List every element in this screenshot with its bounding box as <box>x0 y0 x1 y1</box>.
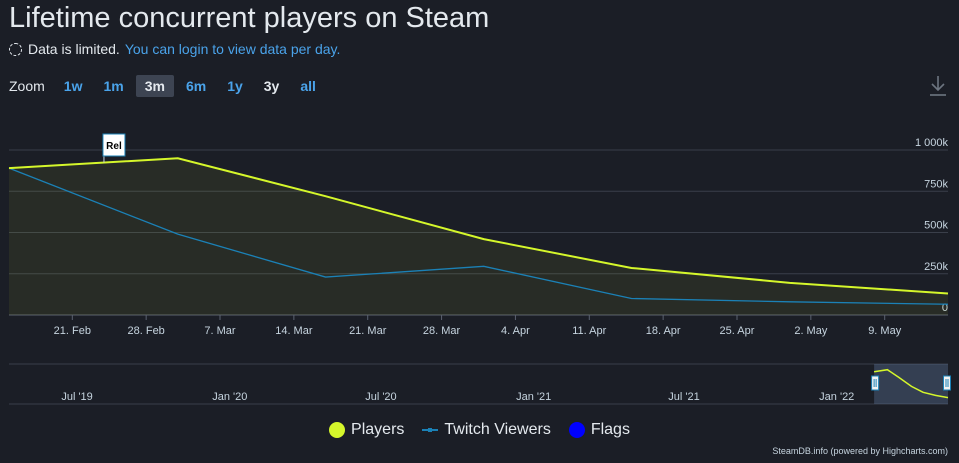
twitch-viewers-line <box>8 167 949 305</box>
legend-item-players[interactable]: Players <box>329 421 404 439</box>
x-tick-label: 2. May <box>794 325 828 337</box>
x-tick-label: 28. Mar <box>423 325 461 337</box>
zoom-3y-button[interactable]: 3y <box>263 78 280 94</box>
x-tick-label: 9. May <box>868 325 902 337</box>
zoom-1m-button[interactable]: 1m <box>103 78 124 94</box>
twitch-line-icon <box>422 428 439 432</box>
flag-marker[interactable] <box>102 133 126 157</box>
x-axis: 21. Feb 28. Feb 7. Mar 14. Mar 21. Mar 28. Ma… <box>54 315 902 337</box>
zoom-6m-button[interactable]: 6m <box>185 78 207 94</box>
x-tick-label: 28. Feb <box>128 325 165 337</box>
x-tick-label: 21. Mar <box>349 325 387 337</box>
zoom-1w-button[interactable]: 1w <box>63 78 83 94</box>
x-tick-label: 21. Feb <box>54 325 91 337</box>
y-axis: 0 250k 500k 750k 1 000k <box>915 137 949 314</box>
legend-item-flags[interactable]: Flags <box>568 421 630 439</box>
legend-label-players: Players <box>351 421 405 438</box>
navigator-tick-label: Jul '21 <box>668 391 699 403</box>
navigator-tick-label: Jul '19 <box>61 391 92 403</box>
legend: Players Twitch Viewers Flags <box>0 421 959 439</box>
navigator-left-handle[interactable] <box>871 375 880 391</box>
x-tick-label: 14. Mar <box>275 325 313 337</box>
players-area <box>9 158 948 315</box>
dashed-circle-icon <box>9 42 22 56</box>
navigator-tick-label: Jul '20 <box>365 391 396 403</box>
navigator[interactable]: Jul '19 Jan '20 Jul '20 Jan '21 Jul '21 Jan '… <box>9 363 951 405</box>
legend-label-twitch: Twitch Viewers <box>444 421 551 438</box>
y-tick-label: 500k <box>924 220 948 232</box>
download-icon[interactable] <box>928 74 948 98</box>
x-tick-label: 4. Apr <box>501 325 530 337</box>
zoom-all-button[interactable]: all <box>300 78 316 94</box>
x-tick-label: 11. Apr <box>572 325 606 337</box>
series-layer <box>8 157 949 315</box>
zoom-1y-button[interactable]: 1y <box>227 78 243 94</box>
y-tick-label: 1 000k <box>915 137 949 149</box>
zoom-label: Zoom <box>9 78 45 94</box>
legend-label-flags: Flags <box>590 421 630 438</box>
navigator-tick-label: Jan '21 <box>516 391 551 403</box>
flags-layer: Rel <box>102 133 126 163</box>
x-tick-label: 25. Apr <box>720 325 755 337</box>
legend-item-twitch[interactable]: Twitch Viewers <box>422 421 551 439</box>
zoom-3m-button[interactable]: 3m <box>135 75 174 97</box>
x-tick-label: 18. Apr <box>646 325 681 337</box>
navigator-players-line <box>873 368 949 399</box>
y-tick-label: 250k <box>924 261 948 273</box>
players-line <box>8 157 949 295</box>
login-link[interactable]: You can login to view data per day. <box>124 41 341 57</box>
navigator-selection[interactable] <box>874 364 948 404</box>
navigator-tick-label: Jan '22 <box>819 391 854 403</box>
y-tick-label: 0 <box>942 302 948 314</box>
credits[interactable]: SteamDB.info (powered by Highcharts.com) <box>772 446 948 456</box>
navigator-tick-label: Jan '20 <box>212 391 247 403</box>
y-tick-label: 750k <box>924 178 948 190</box>
x-tick-label: 7. Mar <box>204 325 236 337</box>
navigator-right-handle[interactable] <box>943 375 951 391</box>
data-limited-notice: Data is limited. You can login to view d… <box>9 41 340 57</box>
grid-lines <box>9 149 948 316</box>
flag-label: Rel <box>106 141 122 152</box>
page-title: Lifetime concurrent players on Steam <box>9 2 490 34</box>
flags-dot-icon <box>568 422 585 438</box>
zoom-controls: Zoom 1w 1m 3m 6m 1y 3y all <box>9 75 328 97</box>
players-dot-icon <box>329 422 346 438</box>
limited-text: Data is limited. <box>28 41 120 57</box>
